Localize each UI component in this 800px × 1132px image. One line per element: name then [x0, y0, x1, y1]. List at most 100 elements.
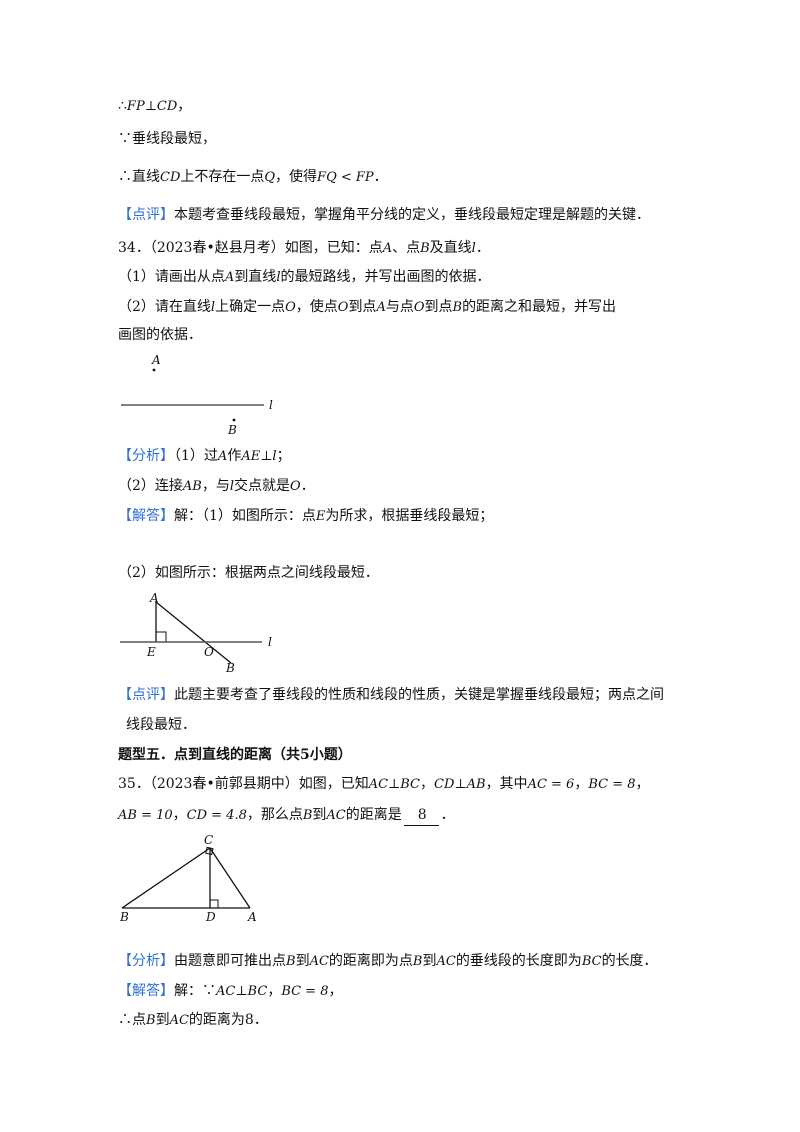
text: ，使得 [275, 169, 318, 185]
solution-tag: 【解答】 [118, 508, 174, 524]
text: 的距离之和最短，并写出 [462, 299, 617, 315]
segment-bc [121, 847, 211, 909]
math-expr: B [286, 954, 296, 969]
analysis-tag: 【分析】 [118, 448, 174, 464]
text: 上不存在一点 [180, 169, 265, 185]
text: 的距离为8． [188, 1012, 268, 1028]
heading-text: 题型五．点到直线的距离（共5小题） [118, 747, 352, 763]
segment-ab [155, 601, 232, 664]
text: 本题考查垂线段最短，掌握角平分线的定义，垂线段最短定理是解题的关键． [174, 207, 650, 223]
math-expr: O [290, 479, 301, 494]
text: （1）过 [174, 448, 218, 464]
text: ， [574, 776, 589, 792]
math-expr: AB = 10 [118, 808, 173, 823]
text: ， [267, 983, 282, 999]
analysis-line-2: （2）连接AB，与l交点就是O． [118, 476, 315, 497]
math-expr: AE⊥l [241, 449, 277, 464]
label-b: B [225, 661, 235, 675]
text: 到点 [424, 299, 453, 315]
math-expr: B [420, 241, 430, 256]
right-angle-mark [155, 631, 167, 643]
label-e: E [146, 645, 156, 659]
math-expr: B [302, 808, 313, 823]
text: （1）请画出从点 [118, 269, 225, 285]
math-expr: AC [309, 954, 329, 969]
math-expr: B [452, 300, 463, 315]
label-o: O [204, 645, 214, 659]
text: ； [276, 448, 291, 464]
text: 为所求，根据垂线段最短； [325, 508, 494, 524]
text: 到 [295, 953, 310, 969]
math-expr: l [276, 270, 281, 285]
math-expr: Q [264, 170, 276, 185]
comment-line-2-cont: 线段最短． [126, 715, 196, 735]
text: 到 [422, 953, 437, 969]
solution-line: 【解答】解：（1）如图所示：点E为所求，根据垂线段最短； [118, 506, 493, 527]
proof-line-1: ∴FP⊥CD， [118, 96, 191, 117]
text: 、点 [392, 240, 421, 256]
text: 的长度． [601, 953, 658, 969]
text: ． [440, 807, 455, 823]
text: ． [475, 240, 490, 256]
text: ， [635, 776, 650, 792]
math-expr: FQ < FP [317, 170, 374, 185]
math-expr: O [337, 300, 349, 315]
math-expr: E [315, 509, 326, 524]
text: 到 [155, 1012, 170, 1028]
text: ，与 [201, 478, 230, 494]
text: ． [300, 478, 315, 494]
math-expr: AC [326, 808, 346, 823]
text: 及直线 [429, 240, 472, 256]
text: ， [420, 776, 435, 792]
math-expr: AC [169, 1013, 189, 1028]
label-l: l [268, 635, 272, 649]
text: ∵垂线段最短， [118, 131, 216, 147]
math-expr: A [376, 300, 386, 315]
text: 解：（1）如图所示：点 [174, 508, 316, 524]
math-expr: O [285, 300, 296, 315]
solution-line-35-2: ∴点B到AC的距离为8． [118, 1010, 268, 1031]
math-expr: BC = 8 [588, 777, 636, 792]
text: 由题意即可推出点 [174, 953, 286, 969]
text: 交点就是 [234, 478, 291, 494]
segment-ca [209, 847, 251, 909]
math-expr: l [471, 241, 476, 256]
text: 线段最短． [126, 717, 196, 733]
label-a: A [149, 591, 159, 605]
right-angle-mark-c [205, 846, 214, 856]
label-b: B [227, 423, 237, 437]
math-expr: l [229, 479, 235, 494]
text: （2）连接 [118, 478, 183, 494]
analysis-line-35: 【分析】由题意即可推出点B到AC的距离即为点B到AC的垂线段的长度即为BC的长度… [118, 951, 658, 972]
label-l: l [269, 398, 273, 412]
text: ． [373, 169, 388, 185]
text: 解：∵ [174, 983, 216, 999]
therefore-symbol: ∴ [118, 98, 127, 114]
label-c: C [204, 833, 213, 847]
question-34-part-2-cont: 画图的依据． [118, 325, 202, 345]
math-expr: l [210, 300, 216, 315]
point-b-dot [232, 418, 236, 422]
text: 与点 [385, 299, 414, 315]
math-expr: FP⊥CD [126, 99, 178, 114]
text: 到点 [348, 299, 377, 315]
point-a-dot [152, 368, 156, 372]
proof-line-3: ∴直线CD上不存在一点Q，使得FQ < FP． [118, 167, 388, 188]
question-34-part-2: （2）请在直线l上确定一点O，使点O到点A与点O到点B的距离之和最短，并写出 [118, 297, 616, 318]
text: 的距离即为点 [328, 953, 413, 969]
comment-line: 【点评】本题考查垂线段最短，掌握角平分线的定义，垂线段最短定理是解题的关键． [118, 205, 650, 225]
math-expr: CD⊥AB [434, 777, 486, 792]
text: ∴直线 [118, 169, 160, 185]
analysis-line: 【分析】（1）过A作AE⊥l； [118, 446, 291, 467]
text: （2）请在直线 [118, 299, 211, 315]
label-a: A [247, 910, 257, 924]
solution-tag: 【解答】 [118, 983, 174, 999]
analysis-tag: 【分析】 [118, 953, 174, 969]
text: 35．（2023春•前郭县期中）如图，已知 [118, 776, 369, 792]
text: ，其中 [485, 776, 528, 792]
label-b: B [119, 910, 129, 924]
comment-line-2: 【点评】此题主要考查了垂线段的性质和线段的性质，关键是掌握垂线段最短；两点之间 [118, 685, 664, 705]
comment-tag: 【点评】 [118, 207, 174, 223]
question-34-title: 34．（2023春•赵县月考）如图，已知：点A、点B及直线l． [118, 238, 490, 259]
text: 的垂线段的长度即为 [455, 953, 582, 969]
